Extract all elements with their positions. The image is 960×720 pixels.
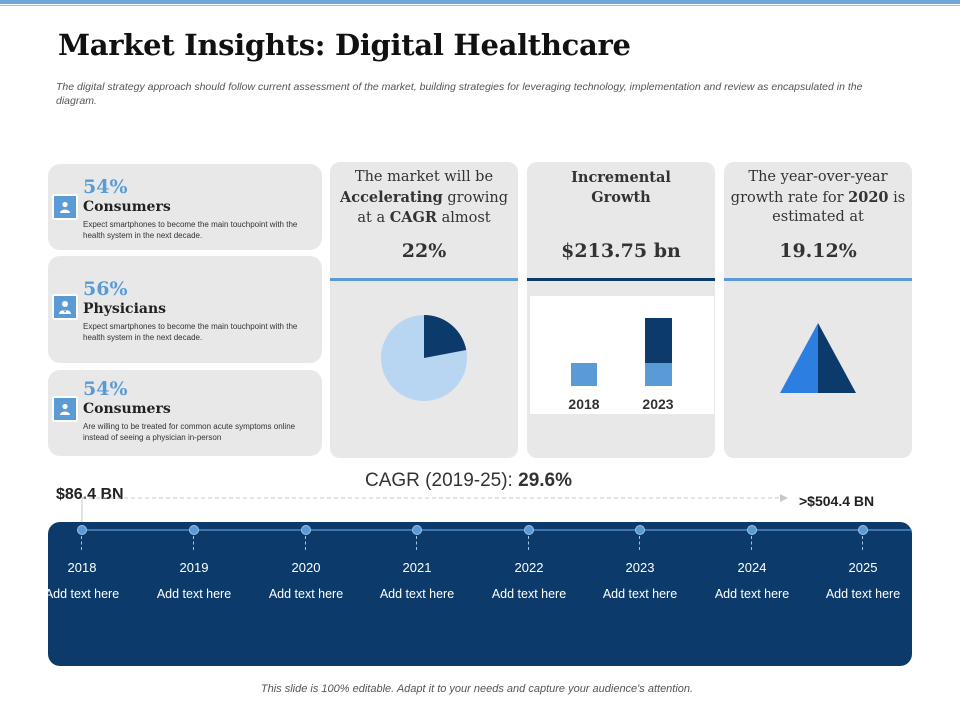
page-subtitle: The digital strategy approach should fol… (56, 81, 863, 107)
panel-text-line: almost (436, 210, 491, 226)
timeline-dot (636, 526, 644, 534)
timeline-year: 2025 (848, 560, 878, 575)
panel-title-line: Incremental (571, 169, 671, 186)
top-accent-line-thin (0, 5, 960, 6)
panel-text-line: is (888, 189, 906, 206)
timeline-dot (525, 526, 533, 534)
timeline-connector (416, 536, 417, 550)
bar-label-2018: 2018 (568, 396, 600, 412)
panel-text: The year-over-year growth rate for 2020 … (724, 168, 912, 228)
panel-text-bold: CAGR (389, 209, 437, 226)
cagr-label-text: CAGR (2019-25): (365, 470, 519, 491)
insight-card-consumers-1: 54% Consumers Expect smartphones to beco… (48, 164, 322, 250)
timeline-connector (751, 536, 752, 550)
panel-text-bold: 2020 (848, 188, 889, 206)
panel-divider (330, 278, 518, 281)
card-percent: 54% (83, 176, 128, 198)
insight-card-consumers-2: 54% Consumers Are willing to be treated … (48, 370, 322, 456)
card-percent: 56% (83, 278, 128, 300)
panel-text-line: The market will be (354, 169, 494, 185)
timeline-year: 2019 (179, 560, 209, 575)
panel-text: The market will be Accelerating growing … (330, 168, 518, 229)
timeline-band: 2018 Add text here 2019 Add text here 20… (45, 522, 912, 666)
panel-value: 19.12% (779, 240, 857, 262)
top-accent-line (0, 0, 960, 4)
doctor-icon (52, 294, 78, 320)
panel-divider (724, 278, 912, 281)
card-role: Consumers (83, 401, 171, 417)
timeline-text: Add text here (156, 587, 232, 601)
panel-text-line: The year-over-year (748, 169, 888, 185)
pie-chart (381, 315, 467, 401)
panel-value: $213.75 bn (561, 240, 681, 262)
card-description: Expect smartphones to become the main to… (83, 322, 298, 342)
timeline-text: Add text here (491, 587, 567, 601)
panel-text-line: estimated at (772, 209, 864, 225)
card-description: Expect smartphones to become the main to… (83, 220, 298, 240)
timeline-year: 2024 (737, 560, 767, 575)
panel-text-line: growth rate for (730, 189, 849, 206)
pie-slice-share (424, 315, 467, 358)
pyramid-icon (780, 323, 856, 393)
timeline-dot (78, 526, 86, 534)
growth-arrow (81, 494, 788, 522)
bar-label-2023: 2023 (642, 396, 674, 412)
bar-2023-lower (645, 363, 672, 386)
timeline-text: Add text here (714, 587, 790, 601)
person-icon (52, 194, 78, 220)
panel-market-cagr: The market will be Accelerating growing … (330, 162, 518, 458)
timeline-text: Add text here (268, 587, 344, 601)
panel-title-line: Growth (591, 188, 651, 206)
page-title: Market Insights: Digital Healthcare (58, 28, 631, 62)
panel-divider (527, 278, 715, 281)
cagr-label: CAGR (2019-25): 29.6% (365, 470, 572, 492)
timeline-dot (748, 526, 756, 534)
panel-value: 22% (401, 240, 447, 262)
panel-text-bold: Accelerating (339, 188, 443, 206)
bar-chart: 2018 2023 (530, 296, 714, 414)
timeline-year: 2021 (402, 560, 432, 575)
timeline-line (82, 529, 912, 531)
panel-incremental-growth: Incremental Growth $213.75 bn 2018 2023 (527, 162, 715, 458)
bar-2018 (571, 363, 597, 386)
timeline-dot (859, 526, 867, 534)
person-icon (52, 396, 78, 422)
card-role: Physicians (83, 301, 167, 317)
timeline-text: Add text here (379, 587, 455, 601)
card-percent: 54% (83, 378, 128, 400)
panel-yoy-growth: The year-over-year growth rate for 2020 … (724, 162, 912, 458)
footer-note: This slide is 100% editable. Adapt it to… (260, 683, 694, 695)
panel-text-line: growing (442, 189, 509, 206)
timeline-year: 2022 (514, 560, 544, 575)
timeline-text: Add text here (44, 587, 120, 601)
timeline-text: Add text here (825, 587, 901, 601)
timeline-dot (190, 526, 198, 534)
timeline-dot (302, 526, 310, 534)
timeline-connector (862, 536, 863, 550)
panel-text-line: at a (357, 210, 390, 226)
timeline-year: 2018 (67, 560, 97, 575)
card-description: Are willing to be treated for common acu… (83, 422, 296, 442)
timeline-start-value: $86.4 BN (56, 486, 124, 503)
timeline-year: 2023 (625, 560, 655, 575)
bar-2023-upper (645, 318, 672, 363)
timeline-connector (193, 536, 194, 550)
timeline-dot (413, 526, 421, 534)
cagr-value: 29.6% (518, 470, 572, 491)
panel-title: Incremental Growth (527, 168, 715, 207)
timeline-connector (305, 536, 306, 550)
timeline-connector (81, 536, 82, 550)
insight-card-physicians: 56% Physicians Expect smartphones to bec… (48, 256, 322, 363)
timeline-connector (528, 536, 529, 550)
timeline-connector (639, 536, 640, 550)
timeline-text: Add text here (602, 587, 678, 601)
card-role: Consumers (83, 199, 171, 215)
timeline-year: 2020 (291, 560, 321, 575)
timeline-end-value: >$504.4 BN (799, 493, 875, 509)
